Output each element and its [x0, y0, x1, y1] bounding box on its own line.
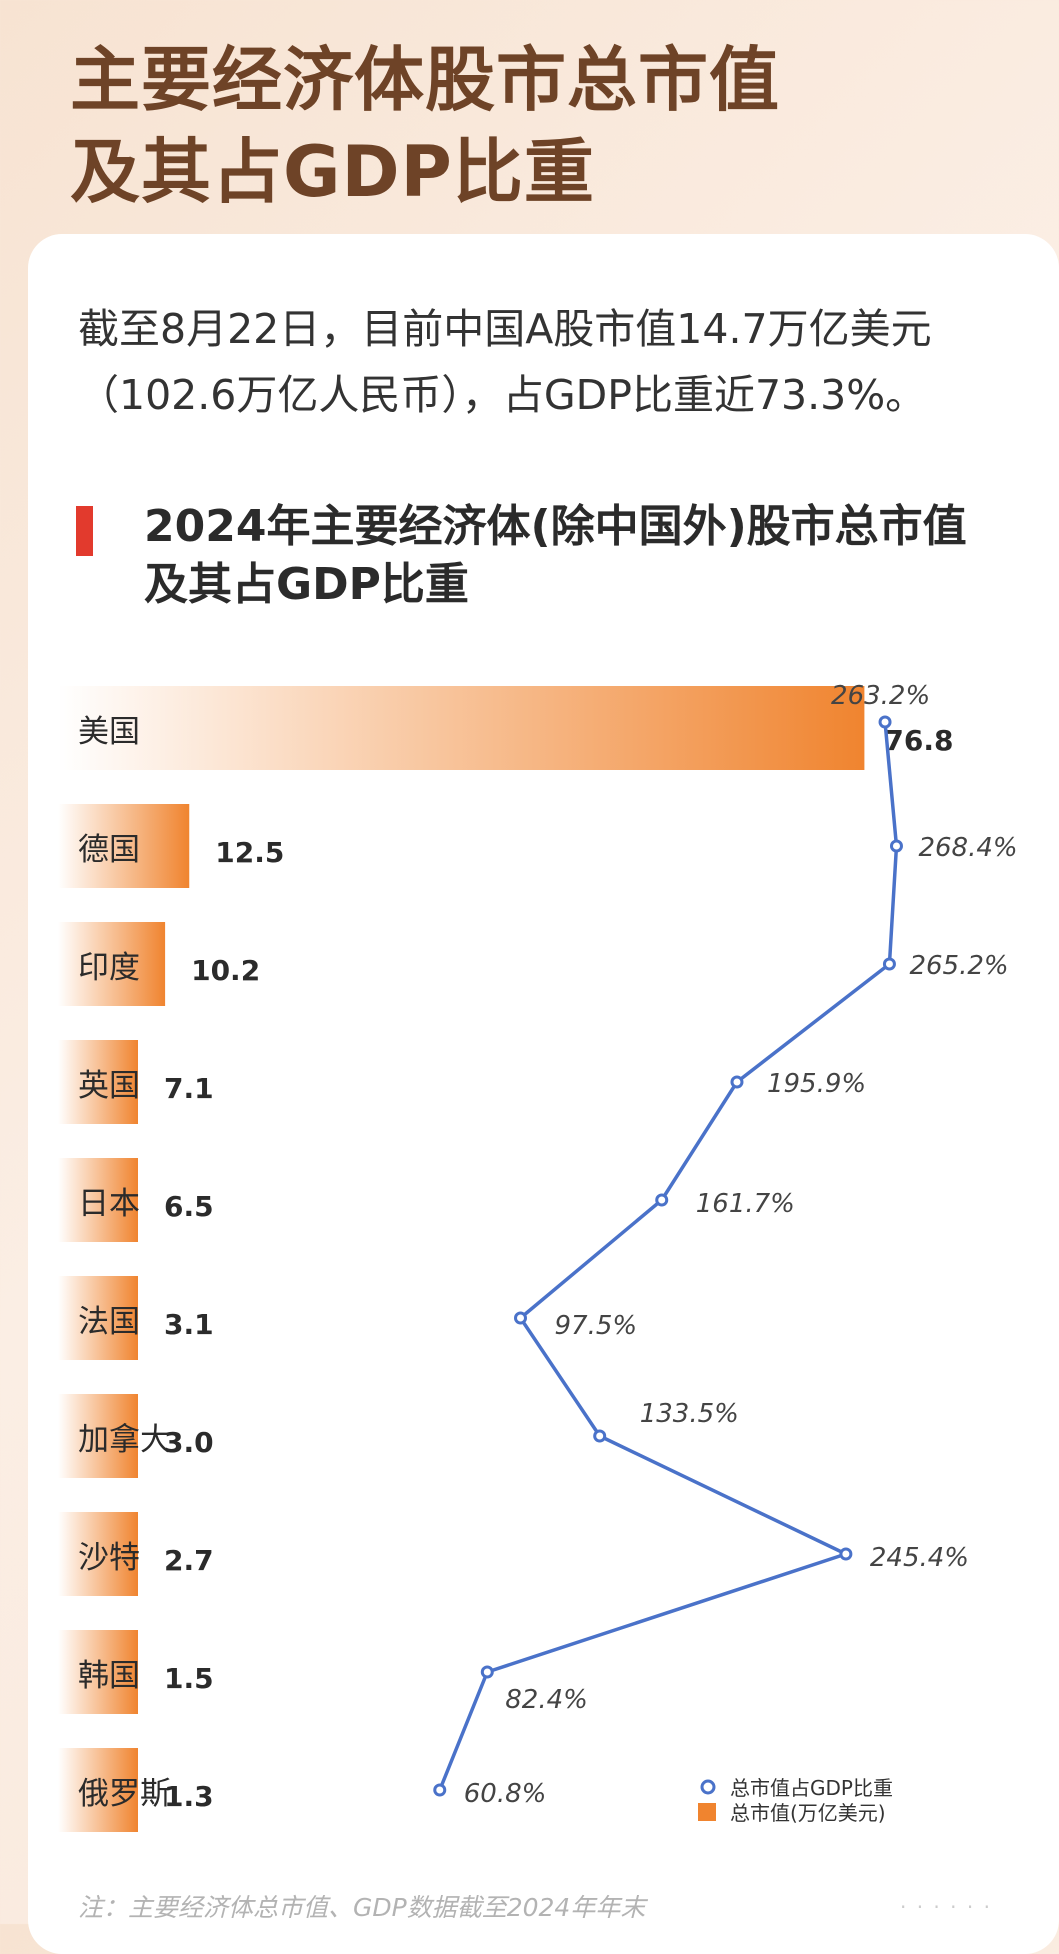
category-label-2: 德国 [78, 832, 140, 868]
legend-bar-swatch [698, 1803, 716, 1821]
value-label-7: 3.0 [164, 1426, 214, 1459]
gdp-ratio-label-1: 263.2% [831, 681, 930, 711]
gdp-ratio-label-10: 60.8% [464, 1779, 547, 1809]
chart-title-line-1: 2024年主要经济体(除中国外)股市总市值 [144, 501, 967, 552]
chart-title: 2024年主要经济体(除中国外)股市总市值 及其占GDP比重 [144, 498, 967, 614]
gdp-ratio-point-8 [839, 1547, 853, 1561]
page-headline: 主要经济体股市总市值 及其占GDP比重 [70, 34, 780, 218]
category-label-7: 加拿大 [78, 1422, 171, 1458]
legend-bar-label: 总市值(万亿美元) [730, 1801, 886, 1825]
gdp-ratio-label-7: 133.5% [640, 1399, 739, 1429]
gdp-ratio-point-10 [433, 1783, 447, 1797]
gdp-ratio-point-7 [593, 1429, 607, 1443]
gdp-ratio-point-4 [730, 1075, 744, 1089]
value-label-8: 2.7 [164, 1544, 214, 1577]
value-label-3: 10.2 [191, 954, 260, 987]
value-label-9: 1.5 [164, 1662, 214, 1695]
gdp-ratio-point-6 [514, 1311, 527, 1325]
gdp-ratio-label-6: 97.5% [555, 1311, 638, 1341]
bar-6 [58, 1276, 138, 1360]
gdp-ratio-label-2: 268.4% [918, 833, 1017, 863]
title-accent-bar [76, 506, 93, 556]
gdp-ratio-point-3 [882, 957, 896, 971]
gdp-ratio-point-1 [878, 715, 892, 729]
intro-line-1: 截至8月22日，目前中国A股市值14.7万亿美元 [78, 305, 932, 353]
bar-1 [58, 686, 865, 770]
category-label-5: 日本 [78, 1186, 140, 1222]
headline-line-2: 及其占GDP比重 [70, 131, 595, 213]
bar-7 [58, 1394, 138, 1478]
value-label-10: 1.3 [164, 1780, 214, 1813]
category-label-10: 俄罗斯 [78, 1776, 171, 1812]
value-label-4: 7.1 [164, 1072, 214, 1105]
gdp-ratio-label-3: 265.2% [909, 951, 1008, 981]
bar-10 [58, 1748, 138, 1832]
headline-line-1: 主要经济体股市总市值 [70, 39, 780, 121]
category-label-3: 印度 [78, 950, 140, 986]
value-label-5: 6.5 [164, 1190, 214, 1223]
category-label-8: 沙特 [78, 1540, 140, 1576]
watermark-dots: · · · · · · [900, 1895, 992, 1919]
bar-2 [58, 804, 190, 888]
gdp-ratio-point-9 [480, 1665, 494, 1679]
chart-title-line-2: 及其占GDP比重 [144, 559, 469, 610]
gdp-ratio-point-2 [889, 839, 903, 853]
intro-text: 截至8月22日，目前中国A股市值14.7万亿美元 （102.6万亿人民币），占G… [78, 296, 1038, 428]
intro-line-2: （102.6万亿人民币），占GDP比重近73.3%。 [78, 371, 927, 419]
legend-line-marker [700, 1779, 716, 1795]
gdp-ratio-label-4: 195.9% [767, 1069, 866, 1099]
gdp-ratio-label-9: 82.4% [505, 1685, 588, 1715]
bar-8 [58, 1512, 138, 1596]
category-label-1: 美国 [78, 714, 140, 750]
legend-line-label: 总市值占GDP比重 [730, 1776, 893, 1800]
gdp-ratio-label-5: 161.7% [696, 1189, 795, 1219]
value-label-1: 76.8 [884, 724, 953, 757]
category-label-6: 法国 [78, 1304, 140, 1340]
footnote: 注：主要经济体总市值、GDP数据截至2024年年末 [78, 1893, 646, 1922]
value-label-2: 12.5 [215, 836, 284, 869]
bar-5 [58, 1158, 138, 1242]
value-label-6: 3.1 [164, 1308, 214, 1341]
category-label-4: 英国 [78, 1068, 140, 1104]
gdp-ratio-label-8: 245.4% [870, 1543, 969, 1573]
gdp-ratio-line [438, 721, 899, 1791]
bar-4 [58, 1040, 138, 1124]
bar-3 [58, 922, 166, 1006]
content-card [28, 234, 1059, 1954]
bar-9 [58, 1630, 138, 1714]
category-label-9: 韩国 [78, 1658, 140, 1694]
gdp-ratio-point-5 [655, 1193, 669, 1207]
